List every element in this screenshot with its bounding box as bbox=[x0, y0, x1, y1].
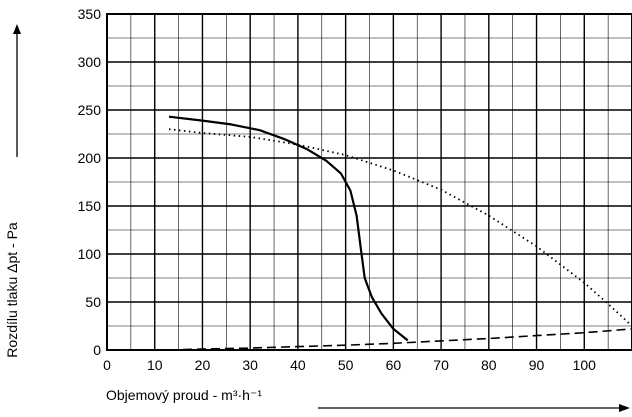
x-tick-label: 90 bbox=[529, 357, 545, 373]
plot-frame bbox=[106, 13, 632, 351]
y-tick-label: 350 bbox=[78, 6, 102, 22]
x-tick-label: 70 bbox=[433, 357, 449, 373]
y-axis-label: Rozdílu tlaku Δpt - Pa bbox=[4, 222, 20, 358]
y-tick-label: 300 bbox=[78, 54, 102, 70]
series-line-solid bbox=[168, 115, 409, 342]
y-tick-label: 50 bbox=[85, 294, 101, 310]
y-axis-arrow bbox=[13, 24, 21, 157]
x-tick-label: 80 bbox=[481, 357, 497, 373]
x-axis-label: Objemový proud - m³·h⁻¹ bbox=[106, 387, 262, 403]
x-tick-label: 50 bbox=[338, 357, 354, 373]
x-tick-label: 40 bbox=[290, 357, 306, 373]
series-layer bbox=[168, 115, 632, 351]
y-tick-labels: 0 50 100 150 200 250 300 350 bbox=[78, 6, 102, 358]
x-axis-arrow bbox=[318, 404, 630, 412]
series-line-dotted bbox=[168, 128, 632, 327]
y-tick-label: 0 bbox=[93, 342, 101, 358]
y-tick-label: 200 bbox=[78, 150, 102, 166]
y-tick-label: 150 bbox=[78, 198, 102, 214]
x-tick-label: 100 bbox=[573, 357, 597, 373]
x-tick-labels: 0 10 20 30 40 50 60 70 80 90 100 bbox=[103, 357, 596, 373]
y-tick-label: 250 bbox=[78, 102, 102, 118]
x-tick-label: 20 bbox=[195, 357, 211, 373]
y-tick-label: 100 bbox=[78, 246, 102, 262]
x-tick-label: 30 bbox=[242, 357, 258, 373]
minor-grid bbox=[106, 13, 632, 351]
x-tick-label: 10 bbox=[147, 357, 163, 373]
x-tick-label: 0 bbox=[103, 357, 111, 373]
series-line-dashed bbox=[168, 328, 632, 351]
x-tick-label: 60 bbox=[386, 357, 402, 373]
